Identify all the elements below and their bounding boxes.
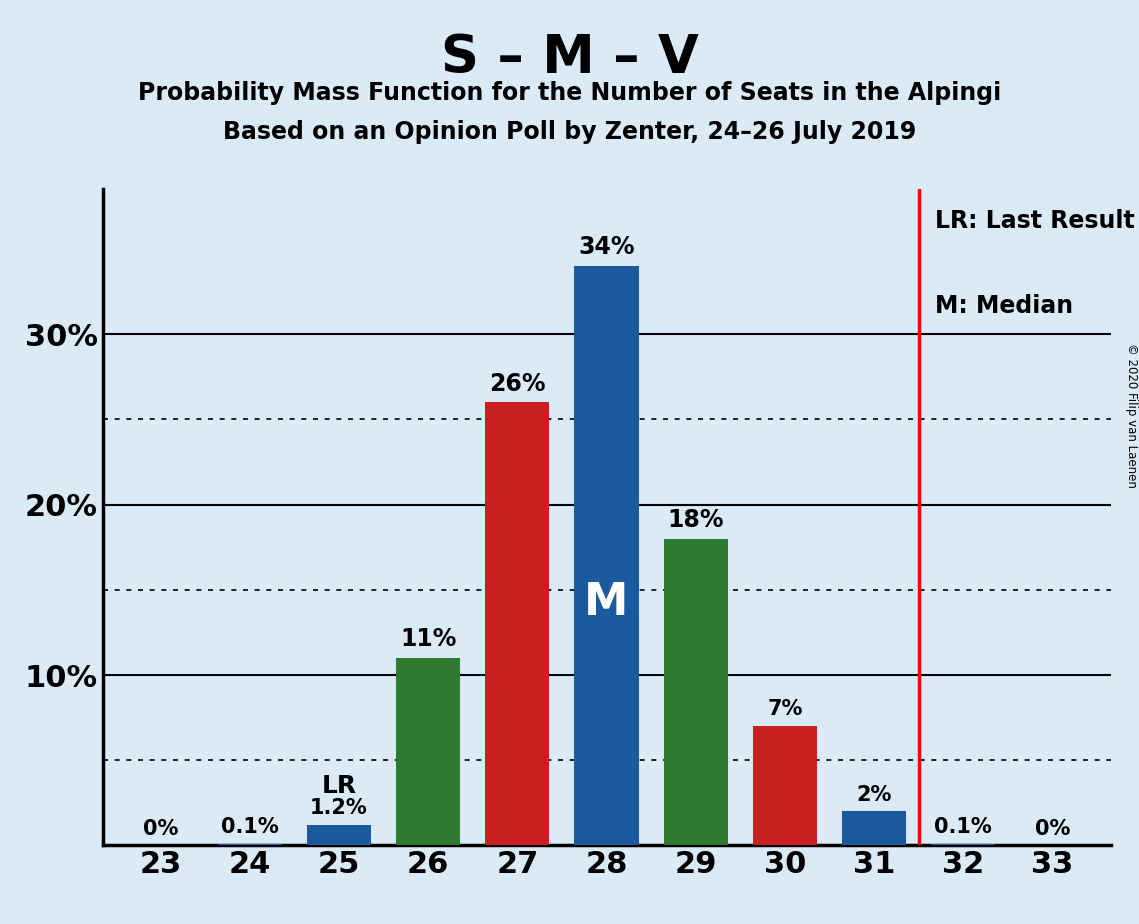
Text: 7%: 7% [768,699,803,720]
Text: 1.2%: 1.2% [310,798,368,818]
Bar [842,811,907,845]
Bar [574,266,639,845]
Bar [753,726,817,845]
Text: LR: LR [321,773,357,797]
Text: M: Median: M: Median [935,295,1073,319]
Text: 18%: 18% [667,508,724,532]
Text: 11%: 11% [400,627,457,651]
Text: 2%: 2% [857,784,892,805]
Text: 34%: 34% [579,236,634,260]
Text: LR: Last Result: LR: Last Result [935,209,1134,233]
Bar [932,844,995,845]
Text: 26%: 26% [489,371,546,395]
Text: © 2020 Filip van Laenen: © 2020 Filip van Laenen [1124,344,1138,488]
Text: S – M – V: S – M – V [441,32,698,84]
Text: M: M [584,580,629,624]
Text: Based on an Opinion Poll by Zenter, 24–26 July 2019: Based on an Opinion Poll by Zenter, 24–2… [223,120,916,144]
Bar [485,403,549,845]
Bar [396,658,460,845]
Text: 0%: 0% [1035,819,1071,839]
Bar [664,539,728,845]
Bar [306,825,371,845]
Text: Probability Mass Function for the Number of Seats in the Alpingi: Probability Mass Function for the Number… [138,81,1001,105]
Text: 0%: 0% [142,819,178,839]
Bar [218,844,281,845]
Text: 0.1%: 0.1% [221,817,279,837]
Text: 0.1%: 0.1% [934,817,992,837]
